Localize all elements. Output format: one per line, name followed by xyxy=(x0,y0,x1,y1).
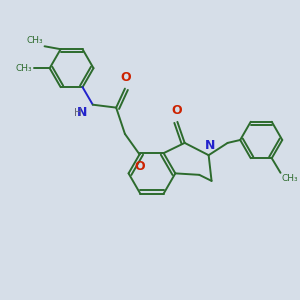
Text: CH₃: CH₃ xyxy=(282,174,298,183)
Text: H: H xyxy=(74,108,82,118)
Text: O: O xyxy=(172,104,182,118)
Text: O: O xyxy=(120,71,131,84)
Text: N: N xyxy=(205,139,215,152)
Text: CH₃: CH₃ xyxy=(26,36,43,45)
Text: N: N xyxy=(77,106,88,119)
Text: CH₃: CH₃ xyxy=(16,64,32,73)
Text: O: O xyxy=(134,160,145,173)
